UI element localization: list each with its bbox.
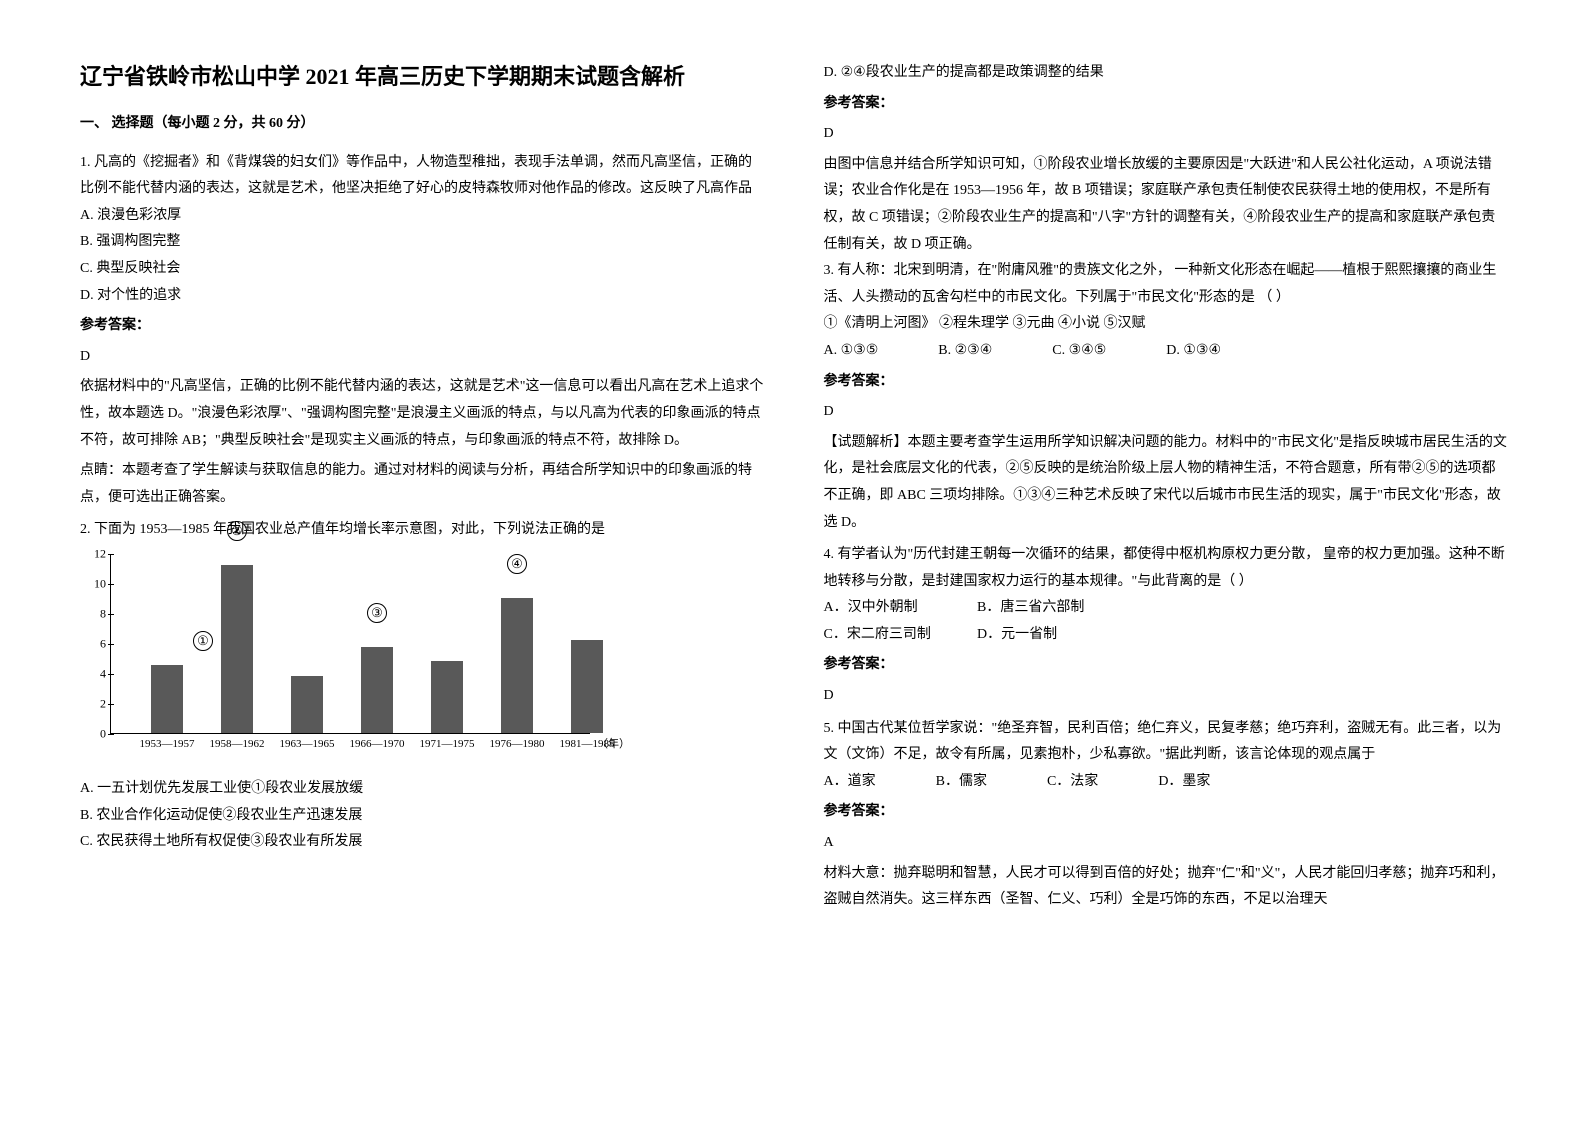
chart-bar (501, 598, 533, 733)
q4-opt-d: D．元一省制 (977, 627, 1057, 642)
q1-explanation-1: 依据材料中的"凡高坚信，正确的比例不能代替内涵的表达，这就是艺术"这一信息可以看… (80, 374, 764, 454)
q4-text: 4. 有学者认为"历代封建王朝每一次循环的结果，都使得中枢机构原权力更分散， 皇… (824, 542, 1508, 595)
x-tick-label: 1971—1975 (420, 734, 475, 755)
question-4: 4. 有学者认为"历代封建王朝每一次循环的结果，都使得中枢机构原权力更分散， 皇… (824, 542, 1508, 710)
q5-opt-b: B．儒家 (936, 769, 987, 796)
q2-opt-b: B. 农业合作化运动促使②段农业生产迅速发展 (80, 803, 764, 830)
q3-opt-a: A. ①③⑤ (824, 338, 879, 365)
q3-explanation: 【试题解析】本题主要考查学生运用所学知识解决问题的能力。材料中的"市民文化"是指… (824, 430, 1508, 536)
y-tick-label: 2 (86, 693, 106, 716)
bar-circle-label: ③ (367, 603, 387, 623)
x-tick-label: 1958—1962 (210, 734, 265, 755)
q3-answer-label: 参考答案： (824, 369, 1508, 396)
x-tick-label: 1953—1957 (140, 734, 195, 755)
q1-explanation-2: 点睛：本题考查了学生解读与获取信息的能力。通过对材料的阅读与分析，再结合所学知识… (80, 458, 764, 511)
x-tick-label: 1963—1965 (280, 734, 335, 755)
bar-circle-label-1: ① (193, 631, 213, 651)
chart-bar (221, 565, 253, 733)
q2-explanation: 由图中信息并结合所学知识可知，①阶段农业增长放缓的主要原因是"大跃进"和人民公社… (824, 152, 1508, 258)
right-column: D. ②④段农业生产的提高都是政策调整的结果 参考答案： D 由图中信息并结合所… (794, 60, 1538, 1082)
q5-opt-a: A．道家 (824, 769, 876, 796)
q3-text: 3. 有人称：北宋到明清，在"附庸风雅"的贵族文化之外， 一种新文化形态在崛起—… (824, 258, 1508, 311)
q3-opt-b: B. ②③④ (938, 338, 992, 365)
q3-items: ①《清明上河图》 ②程朱理学 ③元曲 ④小说 ⑤汉赋 (824, 311, 1508, 338)
q1-opt-d: D. 对个性的追求 (80, 283, 764, 310)
x-tick-label: 1966—1970 (350, 734, 405, 755)
q2-answer-label: 参考答案： (824, 91, 1508, 118)
question-3: 3. 有人称：北宋到明清，在"附庸风雅"的贵族文化之外， 一种新文化形态在崛起—… (824, 258, 1508, 536)
q2-opt-c: C. 农民获得土地所有权促使③段农业有所发展 (80, 829, 764, 856)
chart-bar (571, 640, 603, 733)
bar-circle-label: ④ (507, 554, 527, 574)
q5-opt-d: D．墨家 (1158, 769, 1210, 796)
q5-options: A．道家 B．儒家 C．法家 D．墨家 (824, 769, 1508, 796)
y-tick-label: 8 (86, 603, 106, 626)
q5-answer: A (824, 830, 1508, 857)
q2-opt-d: D. ②④段农业生产的提高都是政策调整的结果 (824, 60, 1508, 87)
y-tick-label: 12 (86, 543, 106, 566)
question-2: 2. 下面为 1953—1985 年我国农业总产值年均增长率示意图，对此，下列说… (80, 517, 764, 855)
y-tick-label: 4 (86, 663, 106, 686)
q4-opt-c: C．宋二府三司制 (824, 622, 974, 649)
bar-chart: 0246810121953—1957②1958—19621963—1965③19… (80, 554, 600, 764)
chart-axes: 0246810121953—1957②1958—19621963—1965③19… (110, 554, 590, 734)
q4-answer: D (824, 683, 1508, 710)
bar-circle-label: ② (227, 521, 247, 541)
q3-answer: D (824, 399, 1508, 426)
q3-options: A. ①③⑤ B. ②③④ C. ③④⑤ D. ①③④ (824, 338, 1508, 365)
chart-bar (291, 676, 323, 733)
q1-opt-a: A. 浪漫色彩浓厚 (80, 203, 764, 230)
q5-answer-label: 参考答案： (824, 799, 1508, 826)
x-tick-label: 1976—1980 (490, 734, 545, 755)
q4-opt-a: A．汉中外朝制 (824, 595, 974, 622)
q4-options-row1: A．汉中外朝制 B．唐三省六部制 (824, 595, 1508, 622)
q4-options-row2: C．宋二府三司制 D．元一省制 (824, 622, 1508, 649)
section-header: 一、 选择题（每小题 2 分，共 60 分） (80, 111, 764, 138)
q2-opt-a: A. 一五计划优先发展工业使①段农业发展放缓 (80, 776, 764, 803)
question-5: 5. 中国古代某位哲学家说："绝圣弃智，民利百倍；绝仁弃义，民复孝慈；绝巧弃利，… (824, 716, 1508, 914)
q5-explanation: 材料大意：抛弃聪明和智慧，人民才可以得到百倍的好处；抛弃"仁"和"义"，人民才能… (824, 861, 1508, 914)
q3-opt-d: D. ①③④ (1166, 338, 1221, 365)
y-tick-label: 6 (86, 633, 106, 656)
q1-opt-b: B. 强调构图完整 (80, 229, 764, 256)
q1-opt-c: C. 典型反映社会 (80, 256, 764, 283)
y-tick-label: 10 (86, 573, 106, 596)
q4-opt-b: B．唐三省六部制 (977, 600, 1084, 615)
q5-opt-c: C．法家 (1047, 769, 1098, 796)
q2-answer: D (824, 121, 1508, 148)
q1-text: 1. 凡高的《挖掘者》和《背煤袋的妇女们》等作品中，人物造型稚拙，表现手法单调，… (80, 150, 764, 203)
chart-bar (431, 661, 463, 733)
q5-text: 5. 中国古代某位哲学家说："绝圣弃智，民利百倍；绝仁弃义，民复孝慈；绝巧弃利，… (824, 716, 1508, 769)
q4-answer-label: 参考答案： (824, 652, 1508, 679)
left-column: 辽宁省铁岭市松山中学 2021 年高三历史下学期期末试题含解析 一、 选择题（每… (50, 60, 794, 1082)
chart-bar (361, 647, 393, 733)
q3-opt-c: C. ③④⑤ (1052, 338, 1106, 365)
page-title: 辽宁省铁岭市松山中学 2021 年高三历史下学期期末试题含解析 (80, 60, 764, 93)
q1-answer: D (80, 344, 764, 371)
y-tick-label: 0 (86, 723, 106, 746)
x-axis-caption: （年） (597, 734, 630, 755)
q1-answer-label: 参考答案： (80, 313, 764, 340)
chart-bar (151, 665, 183, 733)
q2-text: 2. 下面为 1953—1985 年我国农业总产值年均增长率示意图，对此，下列说… (80, 517, 764, 544)
question-1: 1. 凡高的《挖掘者》和《背煤袋的妇女们》等作品中，人物造型稚拙，表现手法单调，… (80, 150, 764, 512)
